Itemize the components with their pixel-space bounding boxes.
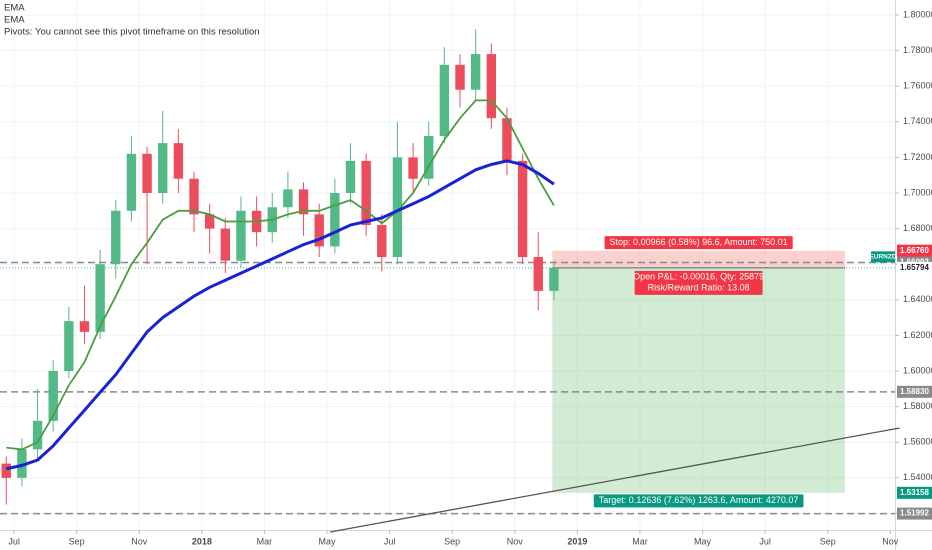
- candle-body: [236, 210, 246, 261]
- pnl-label: Open P&L: -0.00016, Qty: 25879Risk/Rewar…: [633, 270, 764, 295]
- candle-body: [533, 257, 543, 291]
- candle-body: [64, 321, 74, 372]
- x-tick-label: Mar: [257, 536, 273, 546]
- stop-price-label: 1.66760: [900, 246, 929, 255]
- symbol-bg: [871, 251, 895, 263]
- stop-zone: [552, 250, 845, 268]
- candle-body: [204, 214, 215, 229]
- y-tick-label: 1.78000: [903, 45, 932, 55]
- candle-body: [486, 54, 497, 119]
- stop-price-label-bg: [897, 244, 932, 257]
- x-tick-label: Nov: [131, 536, 148, 546]
- y-tick-label: 1.58000: [903, 401, 932, 411]
- candle-body: [424, 136, 434, 179]
- candle-body: [95, 264, 105, 332]
- x-tick-label: Nov: [507, 536, 524, 546]
- x-tick-label: Nov: [882, 536, 899, 546]
- candle-body: [126, 153, 137, 211]
- y-tick-label: 1.54000: [903, 472, 932, 482]
- pnl-bg: [634, 270, 763, 295]
- x-tick-label: Sep: [69, 536, 85, 546]
- x-tick-label: 2019: [567, 536, 587, 546]
- x-tick-label: Mar: [632, 536, 648, 546]
- candle-body: [408, 157, 418, 179]
- y-tick-label: 1.60000: [903, 365, 932, 375]
- target-label-bg: [593, 494, 804, 508]
- x-tick-label: May: [694, 536, 712, 546]
- target-price-label-bg: [897, 486, 932, 499]
- ema-line: [6, 99, 555, 451]
- y-tick-label: 1.76000: [903, 81, 932, 91]
- level-price-label-bg: [897, 385, 932, 398]
- stop-label: Stop: 0.00966 (0.58%) 96.6, Amount: 750.…: [604, 236, 793, 250]
- candle-body: [470, 54, 481, 90]
- target-zone: [552, 267, 845, 493]
- legend-entry: EMA: [4, 15, 25, 26]
- x-tick-label: Jul: [759, 536, 771, 546]
- candle-body: [330, 192, 340, 247]
- target-label-text: Target: 0.12636 (7.62%) 1263.6, Amount: …: [599, 495, 799, 505]
- candle-body: [283, 189, 293, 208]
- candle-body: [439, 64, 450, 137]
- level-price-label-bg: [897, 507, 932, 520]
- candle-body: [345, 160, 356, 193]
- y-tick-label: 1.62000: [903, 330, 932, 340]
- candle-body: [220, 228, 231, 261]
- x-tick-label: May: [319, 536, 337, 546]
- trend-line: [330, 427, 900, 533]
- candle-body: [48, 371, 58, 421]
- candle-body: [32, 420, 43, 450]
- candle-body: [549, 267, 559, 291]
- y-tick-label: 1.72000: [903, 152, 932, 162]
- candle-body: [142, 153, 152, 193]
- y-tick-label: 1.80000: [903, 9, 932, 19]
- candle-body: [455, 64, 465, 90]
- candle-body: [189, 178, 199, 215]
- candle-body: [502, 118, 512, 161]
- target-price-label: 1.53158: [900, 488, 929, 497]
- level-price-label: 1.58830: [900, 387, 929, 396]
- candle-body: [173, 143, 184, 179]
- x-tick-label: Jul: [8, 536, 20, 546]
- stop-label-text: Stop: 0.00966 (0.58%) 96.6, Amount: 750.…: [610, 237, 788, 247]
- candle-body: [17, 449, 27, 478]
- candle-body: [392, 157, 403, 258]
- x-tick-label: Sep: [444, 536, 460, 546]
- y-tick-label: 1.70000: [903, 187, 932, 197]
- y-tick-label: 1.56000: [903, 437, 932, 447]
- target-label: Target: 0.12636 (7.62%) 1263.6, Amount: …: [593, 494, 804, 508]
- y-tick-label: 1.68000: [903, 223, 932, 233]
- stop-label-bg: [604, 236, 793, 250]
- candle-body: [298, 189, 309, 215]
- candle-body: [361, 160, 371, 226]
- rr-text: Risk/Reward Ratio: 13.08: [648, 283, 750, 293]
- x-tick-label: 2018: [192, 536, 212, 546]
- candle-body: [1, 463, 11, 478]
- last-price-label-bg: [897, 261, 932, 274]
- legend-note: Pivots: You cannot see this pivot timefr…: [4, 27, 260, 38]
- symbol-label: EURNZD: [869, 254, 896, 261]
- candle-body: [158, 143, 168, 193]
- y-tick-label: 1.74000: [903, 116, 932, 126]
- pnl-text: Open P&L: -0.00016, Qty: 25879: [633, 272, 764, 282]
- candle-body: [314, 214, 324, 247]
- candle-body: [517, 160, 528, 258]
- candle-body: [79, 321, 90, 332]
- ema-line: [5, 159, 555, 471]
- level-price-label: 1.51992: [900, 509, 929, 518]
- candle-body: [377, 225, 387, 258]
- last-price-label: 1.65794: [900, 263, 929, 272]
- x-tick-label: Sep: [820, 536, 836, 546]
- candle-body: [111, 210, 121, 265]
- y-tick-label: 1.64000: [903, 294, 932, 304]
- legend-entry: EMA: [4, 3, 25, 14]
- x-tick-label: Jul: [384, 536, 396, 546]
